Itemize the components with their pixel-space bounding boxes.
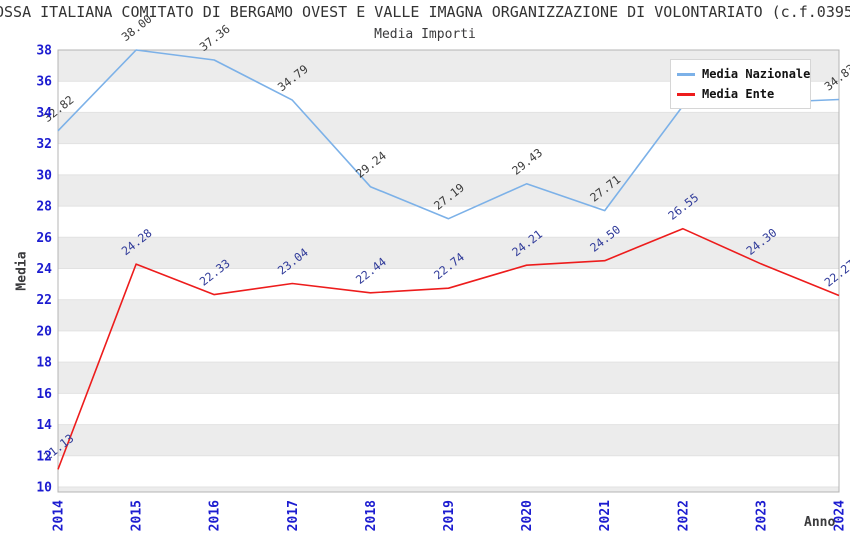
y-axis-tick-label: 38	[36, 44, 52, 59]
y-axis-title: Media	[14, 251, 30, 291]
plot-band	[58, 237, 839, 269]
y-axis-tick-label: 22	[36, 293, 52, 308]
y-axis-tick-label: 10	[36, 480, 52, 495]
x-axis-tick-label: 2024	[833, 500, 848, 531]
series-line-media-ente	[57, 227, 840, 470]
y-axis-tick-label: 24	[36, 262, 52, 277]
y-axis-tick-label: 34	[36, 106, 52, 121]
plot-band	[58, 362, 839, 394]
legend-item-media-nazionale: Media Nazionale	[677, 68, 810, 80]
y-axis-tick-label: 28	[36, 200, 52, 215]
y-axis-tick-label: 26	[36, 231, 52, 246]
chart-subtitle: Media Importi	[374, 27, 476, 42]
x-axis-tick-label: 2019	[442, 500, 457, 531]
plot-border	[57, 49, 840, 493]
plot-band	[58, 174, 839, 207]
plot-band	[58, 424, 839, 456]
x-axis-tick-label: 2018	[364, 500, 379, 531]
data-label: 29.43	[509, 145, 545, 177]
x-axis-tick-label: 2015	[130, 500, 145, 531]
data-label: 37.36	[197, 22, 233, 54]
y-axis-tick-label: 14	[36, 418, 52, 433]
x-axis-title: Anno	[804, 515, 836, 530]
x-axis-tick-label: 2017	[286, 500, 301, 531]
x-axis-tick-label: 2023	[754, 500, 769, 531]
y-axis-tick-label: 16	[36, 387, 52, 402]
plot-band	[58, 486, 839, 492]
legend-label: Media Nazionale	[702, 67, 811, 81]
x-axis-tick-label: 2016	[208, 500, 223, 531]
legend-label: Media Ente	[702, 87, 775, 101]
y-axis-tick-label: 36	[36, 75, 52, 90]
x-axis-tick-label: 2014	[52, 500, 67, 531]
y-axis-tick-label: 30	[36, 168, 52, 183]
y-axis-tick-label: 20	[36, 324, 52, 339]
legend-item-media-ente: Media Ente	[677, 88, 804, 100]
x-axis-tick-label: 2020	[520, 500, 535, 531]
legend: Media Nazionale Media Ente	[670, 59, 811, 109]
plot-band	[58, 299, 839, 331]
y-axis-tick-label: 32	[36, 137, 52, 152]
y-axis-tick-label: 12	[36, 449, 52, 464]
x-axis-tick-label: 2021	[598, 500, 613, 531]
data-label: 38.00	[119, 12, 155, 44]
media-nazionale-line-swatch-icon	[677, 72, 695, 76]
y-axis-tick-label: 18	[36, 356, 52, 371]
x-axis-tick-label: 2022	[676, 500, 691, 531]
plot-band	[58, 112, 839, 144]
media-ente-line-swatch-icon	[677, 92, 695, 96]
chart-title: OSSA ITALIANA COMITATO DI BERGAMO OVEST …	[0, 3, 850, 21]
